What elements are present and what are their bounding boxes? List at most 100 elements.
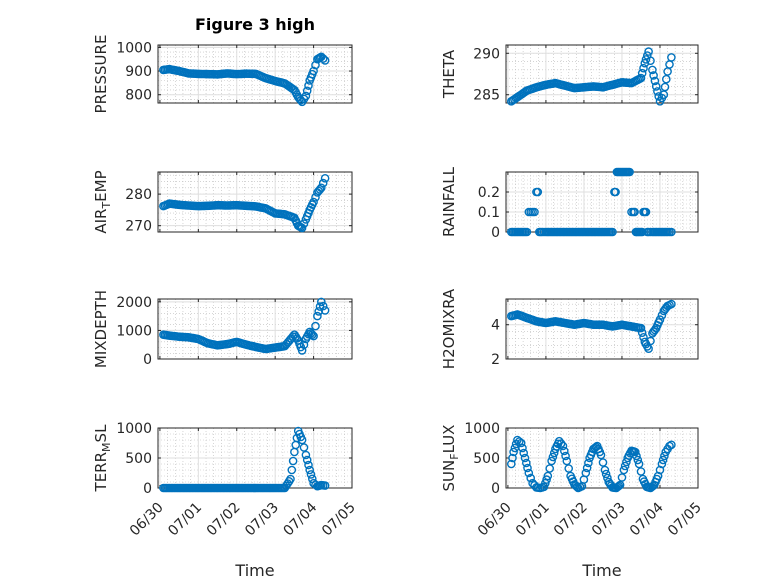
y-axis-label: PRESSURE [92, 35, 110, 114]
data-point [581, 468, 591, 478]
y-tick-label: 500 [125, 451, 152, 467]
data-point [646, 336, 655, 346]
data-point [305, 465, 315, 475]
x-tick-label: 06/30 [475, 500, 515, 540]
data-point [636, 467, 646, 476]
data-point [637, 68, 647, 78]
data-point [665, 60, 674, 69]
y-tick-label: 1000 [116, 40, 152, 56]
x-tick-label: 07/02 [204, 500, 244, 540]
x-tick-label: 07/02 [551, 500, 591, 540]
data-point [614, 481, 624, 491]
data-point [320, 306, 330, 315]
data-point [318, 178, 328, 188]
figure-title: Figure 3 high [195, 15, 315, 34]
data-point [533, 187, 543, 197]
data-point [297, 435, 307, 445]
data-point [320, 56, 330, 65]
axes-box [505, 298, 699, 360]
data-point [639, 63, 648, 73]
data-point [667, 299, 676, 309]
y-tick-label: 0.1 [478, 205, 500, 221]
data-point [299, 340, 309, 350]
y-tick-label: 290 [473, 46, 500, 62]
y-tick-label: 1000 [116, 323, 152, 339]
data-point [524, 468, 534, 478]
series-markers [159, 173, 330, 233]
data-point [561, 451, 570, 461]
data-point [542, 475, 551, 484]
data-point [523, 463, 532, 473]
data-point [519, 448, 529, 458]
data-point [651, 82, 661, 91]
data-point [665, 441, 674, 451]
y-axis-label: H2OMIXRA [440, 288, 458, 369]
y-tick-label: 500 [473, 451, 500, 467]
data-point [520, 453, 530, 463]
data-point [556, 439, 566, 448]
axes-box [157, 171, 353, 233]
data-point [641, 55, 651, 64]
x-tick-label: 07/04 [281, 499, 321, 539]
y-axis-label: MIXDEPTH [92, 290, 110, 368]
subplot-rainfall: 0 0.1 0.2 RAINFALL [440, 166, 699, 241]
y-tick-label: 270 [125, 219, 152, 235]
data-point [637, 328, 647, 338]
data-point [653, 471, 663, 481]
data-point [663, 67, 672, 76]
series-markers [506, 47, 676, 106]
data-point [288, 456, 298, 466]
data-point [633, 455, 643, 465]
y-tick-label: 2 [491, 352, 500, 368]
data-point [309, 66, 318, 76]
data-point [611, 187, 620, 197]
data-point [600, 465, 610, 475]
y-tick-label: 900 [125, 64, 152, 80]
x-tick-label: 07/05 [665, 500, 705, 540]
data-point [662, 74, 671, 84]
data-point [509, 447, 518, 457]
data-point [667, 227, 676, 237]
data-point [632, 451, 641, 461]
data-point [582, 463, 592, 473]
data-point [564, 464, 574, 473]
data-point [660, 451, 669, 461]
y-axis-label: THETA [440, 49, 458, 99]
y-axis-label: SUNFLUX [440, 425, 461, 492]
data-point [649, 71, 658, 80]
x-tick-label: 07/01 [513, 500, 553, 540]
data-point [617, 473, 627, 482]
axes-box [505, 44, 699, 104]
data-point [660, 82, 670, 92]
data-point [619, 465, 629, 475]
subplot-air-temp: 270 280 AIRTEMP [92, 170, 353, 235]
data-point [644, 47, 653, 56]
x-axis-label: Time [234, 561, 274, 580]
data-point [630, 207, 639, 217]
y-tick-label: 1000 [464, 421, 500, 437]
data-point [299, 443, 309, 452]
data-point [516, 438, 526, 448]
data-point [596, 450, 606, 460]
data-point [571, 481, 581, 490]
data-point [562, 456, 572, 466]
data-point [650, 76, 660, 86]
series-markers [159, 297, 330, 355]
data-point [615, 480, 625, 490]
data-point [304, 460, 313, 470]
y-axis-label: AIRTEMP [92, 170, 113, 233]
data-point [641, 207, 651, 217]
data-point [506, 459, 516, 469]
data-point [648, 65, 657, 75]
data-point [320, 173, 330, 183]
data-point [584, 458, 593, 468]
data-point [320, 481, 330, 490]
y-tick-label: 280 [125, 187, 152, 203]
data-point [306, 470, 316, 479]
x-tick-label: 07/05 [319, 500, 359, 540]
data-point [655, 315, 665, 324]
data-point [522, 227, 532, 237]
data-point [309, 197, 318, 207]
